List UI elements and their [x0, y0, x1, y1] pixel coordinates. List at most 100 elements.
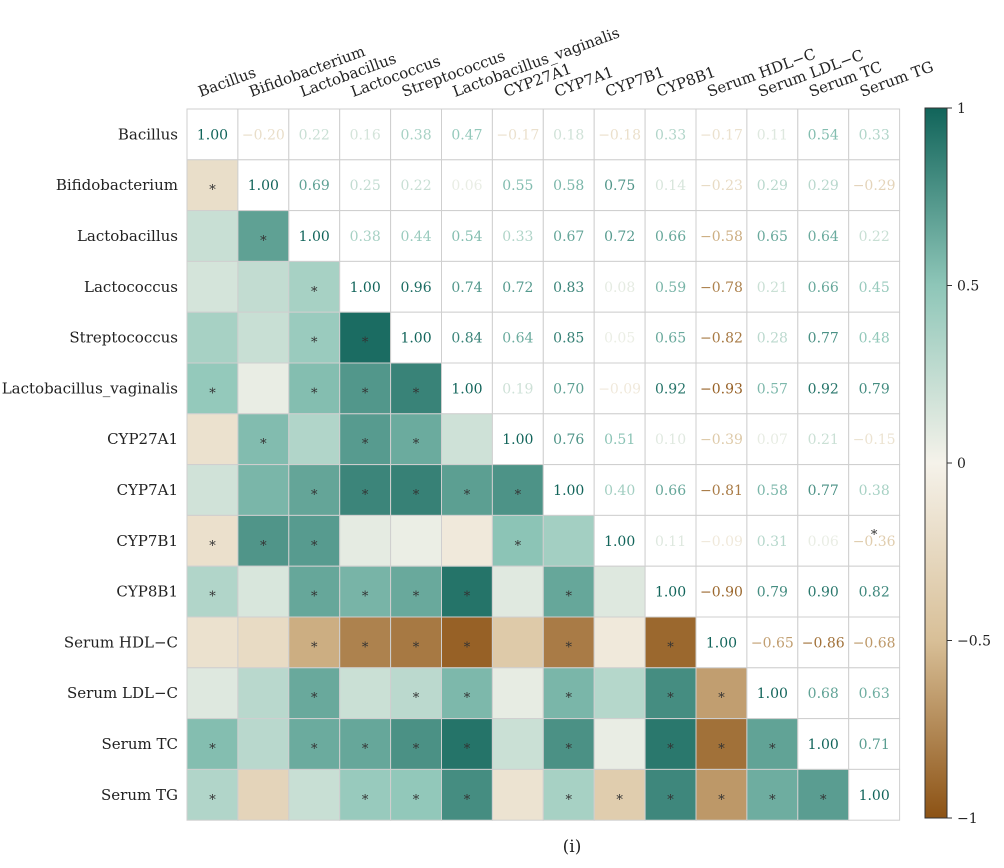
significance-star: * — [464, 691, 471, 706]
heatmap-cell — [797, 210, 850, 262]
significance-star: * — [464, 488, 471, 503]
heatmap-cell — [848, 108, 901, 161]
heatmap-cell — [441, 108, 493, 161]
heatmap-cell — [237, 311, 290, 364]
heatmap-cell — [339, 362, 392, 415]
significance-star: * — [616, 793, 623, 808]
heatmap-cell — [644, 311, 697, 364]
cell-value: −0.09 — [598, 381, 641, 397]
cell-value: 0.72 — [604, 229, 635, 245]
significance-star: * — [311, 640, 318, 655]
cell-value: 1.00 — [350, 280, 381, 296]
cell-value: −0.90 — [700, 585, 743, 601]
heatmap-cell — [542, 616, 595, 669]
heatmap-cell — [237, 260, 290, 313]
cell-value: 0.31 — [757, 534, 788, 550]
heatmap-cell — [593, 768, 646, 821]
heatmap-cell — [848, 667, 901, 720]
heatmap-cell — [288, 768, 341, 821]
heatmap-cell — [542, 260, 595, 313]
cell-value: 1.00 — [502, 432, 533, 448]
heatmap-cell — [390, 413, 443, 466]
heatmap-cell — [797, 616, 850, 669]
heatmap-cell — [491, 718, 544, 770]
cell-value: −0.68 — [853, 635, 896, 651]
significance-star: * — [362, 640, 369, 655]
significance-star: * — [464, 590, 471, 605]
significance-star: * — [311, 336, 318, 351]
significance-star: * — [311, 590, 318, 605]
significance-star: * — [769, 742, 776, 757]
cell-value: 0.92 — [808, 381, 839, 397]
heatmap-cell — [542, 667, 595, 720]
cell-value: 0.18 — [553, 127, 584, 143]
cell-value: 1.00 — [299, 229, 330, 245]
colorbar-gradient — [924, 107, 948, 819]
row-label: CYP7A1 — [117, 481, 178, 499]
cell-value: 0.70 — [553, 381, 584, 397]
cell-value: 0.06 — [451, 178, 482, 194]
heatmap-cell — [593, 616, 646, 669]
cell-value: 0.22 — [299, 127, 330, 143]
heatmap-cell — [186, 667, 239, 720]
heatmap-cell — [746, 616, 799, 669]
significance-star: * — [667, 691, 674, 706]
heatmap-cell — [746, 413, 799, 466]
significance-star: * — [362, 336, 369, 351]
row-label: Bacillus — [118, 125, 178, 143]
cell-value: 0.67 — [553, 229, 584, 245]
significance-star: * — [311, 386, 318, 401]
cell-value: 0.14 — [655, 178, 686, 194]
heatmap-cell — [339, 159, 392, 212]
heatmap-cell — [390, 311, 443, 364]
heatmap-cell — [848, 311, 901, 364]
heatmap-cell — [542, 718, 595, 770]
heatmap-cell — [797, 311, 850, 364]
cell-value: −0.36 — [853, 534, 896, 550]
heatmap-cell — [746, 210, 799, 262]
significance-star: * — [820, 793, 827, 808]
heatmap-cell — [848, 718, 901, 770]
heatmap-cell — [695, 565, 748, 618]
cell-value: 0.71 — [859, 737, 890, 753]
heatmap-cell — [339, 311, 392, 364]
heatmap-cell — [797, 159, 850, 212]
cell-value: 1.00 — [451, 381, 482, 397]
cell-value: 1.00 — [604, 534, 635, 550]
heatmap-cell — [237, 210, 290, 262]
heatmap-cell — [441, 565, 493, 618]
heatmap-cell — [441, 362, 493, 415]
cell-value: 1.00 — [655, 585, 686, 601]
colorbar-tick-label: −1 — [957, 811, 978, 827]
cell-value: 0.58 — [757, 483, 788, 499]
heatmap-cell — [237, 514, 290, 567]
significance-star: * — [311, 742, 318, 757]
cell-value: 0.21 — [757, 280, 788, 296]
cell-value: 0.33 — [859, 127, 890, 143]
heatmap-cell — [390, 362, 443, 415]
heatmap-cell — [390, 159, 443, 212]
significance-star: * — [362, 742, 369, 757]
heatmap-cell — [339, 667, 392, 720]
cell-value: 0.10 — [655, 432, 686, 448]
heatmap-cell — [441, 260, 493, 313]
cell-value: 1.00 — [859, 788, 890, 804]
heatmap-cell — [644, 413, 697, 466]
heatmap-cell — [339, 260, 392, 313]
heatmap-cell — [542, 362, 595, 415]
row-label: Bifidobacterium — [56, 176, 178, 194]
heatmap-cell — [390, 768, 443, 821]
cell-value: 0.29 — [808, 178, 839, 194]
cell-value: 0.65 — [757, 229, 788, 245]
significance-star: * — [362, 590, 369, 605]
heatmap-cell — [339, 768, 392, 821]
heatmap-cell — [288, 413, 341, 466]
row-label: Lactococcus — [84, 278, 178, 296]
cell-value: 0.08 — [604, 280, 635, 296]
heatmap-cell — [848, 413, 901, 466]
heatmap-cell — [491, 260, 544, 313]
heatmap-cell — [695, 667, 748, 720]
heatmap-cell — [695, 362, 748, 415]
heatmap-cell — [593, 413, 646, 466]
row-label: CYP7B1 — [116, 532, 178, 550]
